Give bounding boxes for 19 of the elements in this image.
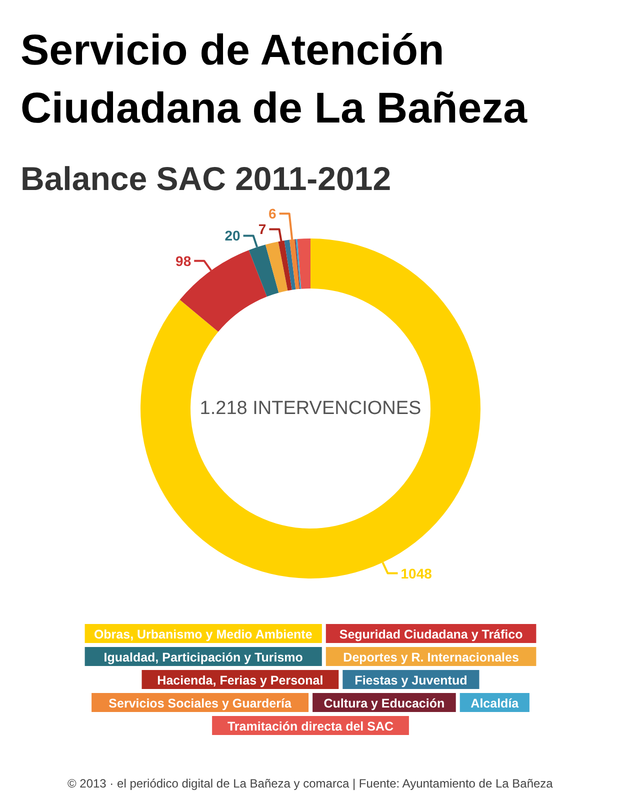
- legend-label: Seguridad Ciudadana y Tráfico: [339, 628, 524, 642]
- legend-label: Tramitación directa del SAC: [227, 720, 394, 734]
- chart-subtitle: Balance SAC 2011-2012: [20, 160, 392, 197]
- data-label: 7: [258, 221, 266, 238]
- legend-label: Alcaldía: [470, 696, 520, 710]
- legend-label: Cultura y Educación: [324, 696, 445, 710]
- legend-label: Fiestas y Juventud: [354, 674, 468, 688]
- text: 1.218 INTERVENCIONES: [200, 398, 422, 419]
- data-label: 6: [268, 206, 277, 222]
- legend-label: Servicios Sociales y Guardería: [108, 696, 292, 710]
- data-label: 98: [176, 252, 192, 269]
- legend-label: Obras, Urbanismo y Medio Ambiente: [94, 628, 312, 642]
- data-label: 1048: [400, 565, 432, 582]
- legend-label: Igualdad, Participación y Turismo: [104, 650, 304, 664]
- text: © 2013 · el periódico digital de La Bañeza y comarca | Fuente: Ayuntamiento de La Bañeza: [67, 776, 554, 790]
- legend-label: Hacienda, Ferias y Personal: [157, 674, 324, 688]
- chart-title: Servicio de Atención Ciudadana de La Bañeza: [20, 26, 528, 132]
- data-label: 20: [224, 228, 240, 244]
- legend-label: Deportes y R. Internacionales: [343, 650, 519, 664]
